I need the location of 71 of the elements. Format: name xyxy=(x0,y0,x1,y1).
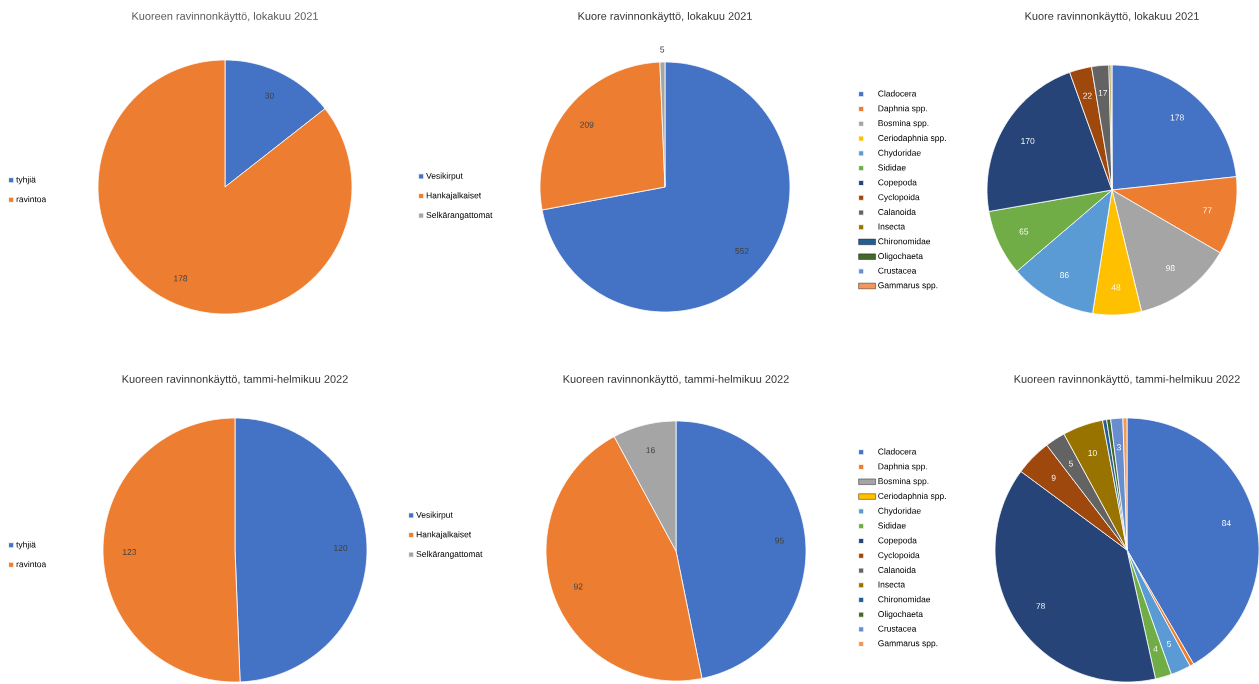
chart-title: Kuoreen ravinnonkäyttö, tammi-helmikuu 2022 xyxy=(563,374,789,386)
legend-label: Oligochaeta xyxy=(878,610,923,619)
data-label: 552 xyxy=(735,247,749,254)
legend-label: Chironomidae xyxy=(878,238,931,245)
data-label: 3 xyxy=(1116,444,1121,451)
legend-label: Crustacea xyxy=(878,625,917,632)
data-label: 178 xyxy=(174,275,188,282)
legend-label: Selkärangattomat xyxy=(416,550,483,559)
legend-label: Copepoda xyxy=(878,179,917,188)
chart-title: Kuoreen ravinnonkäyttö, tammi-helmikuu 2022 xyxy=(1014,374,1240,386)
legend-label: Hankajalkaiset xyxy=(426,192,482,201)
data-label: 9 xyxy=(1051,474,1056,481)
data-label: 30 xyxy=(265,92,274,99)
legend-label: Sididae xyxy=(878,164,906,171)
data-label: 170 xyxy=(1021,138,1035,145)
legend-label: tyhjiä xyxy=(16,176,36,185)
legend-label: Bosmina spp. xyxy=(878,477,929,486)
data-label: 123 xyxy=(123,549,137,556)
data-label: 10 xyxy=(1088,450,1097,457)
legend-label: Gammarus spp. xyxy=(878,282,938,290)
data-label: 65 xyxy=(1019,228,1029,235)
data-label: 17 xyxy=(1098,90,1108,96)
legend-label: Cladocera xyxy=(878,90,917,97)
data-label: 16 xyxy=(646,447,655,454)
legend-label: Cladocera xyxy=(878,448,917,455)
data-label: 5 xyxy=(660,46,665,53)
data-label: 98 xyxy=(1166,265,1175,272)
data-label: 86 xyxy=(1060,272,1069,279)
legend-label: Insecta xyxy=(878,223,906,230)
data-label: 77 xyxy=(1203,207,1212,214)
legend-label: Selkärangattomat xyxy=(426,211,493,220)
data-label: 95 xyxy=(775,537,784,544)
legend-label: Oligochaeta xyxy=(878,252,923,261)
legend-label: tyhjiä xyxy=(16,541,36,550)
legend-label: Crustacea xyxy=(878,267,917,274)
chart-title: Kuore ravinnonkäyttö, lokakuu 2021 xyxy=(578,11,752,23)
data-label: 4 xyxy=(1153,646,1158,652)
data-label: 5 xyxy=(1068,460,1073,467)
legend-label: Daphnia spp. xyxy=(878,105,927,114)
legend-label: Ceriodaphnia spp. xyxy=(878,134,946,143)
legend-label: Vesikirput xyxy=(426,172,463,181)
legend-label: Sididae xyxy=(878,522,906,529)
legend-label: Calanoida xyxy=(878,208,916,215)
legend-label: Copepoda xyxy=(878,537,917,546)
legend-label: Cyclopoida xyxy=(878,193,920,202)
legend-label: Chironomidae xyxy=(878,596,931,603)
data-label: 22 xyxy=(1083,92,1092,99)
chart-title: Kuore ravinnonkäyttö, lokakuu 2021 xyxy=(1025,11,1199,23)
data-label: 92 xyxy=(573,583,583,590)
legend-label: Insecta xyxy=(878,581,906,588)
legend-label: Bosmina spp. xyxy=(878,119,929,128)
chart-title: Kuoreen ravinnonkäyttö, lokakuu 2021 xyxy=(132,11,318,23)
chart-title: Kuoreen ravinnonkäyttö, tammi-helmikuu 2022 xyxy=(122,374,348,386)
data-label: 178 xyxy=(1170,114,1184,121)
data-label: 120 xyxy=(334,544,348,551)
legend-label: Daphnia spp. xyxy=(878,463,927,472)
legend-label: Cyclopoida xyxy=(878,551,920,560)
legend-label: Chydoridae xyxy=(878,507,921,516)
legend-label: Calanoida xyxy=(878,566,916,573)
data-label: 48 xyxy=(1111,284,1121,291)
data-label: 209 xyxy=(580,121,594,128)
legend-label: Ceriodaphnia spp. xyxy=(878,492,946,501)
data-label: 84 xyxy=(1222,520,1231,527)
data-label: 78 xyxy=(1036,603,1045,610)
data-label: 5 xyxy=(1166,641,1171,647)
legend-label: Chydoridae xyxy=(878,149,921,158)
legend-label: ravintoa xyxy=(16,195,47,203)
legend-label: ravintoa xyxy=(16,560,47,568)
legend-label: Gammarus spp. xyxy=(878,640,938,648)
legend-label: Hankajalkaiset xyxy=(416,531,472,540)
legend-label: Vesikirput xyxy=(416,511,453,520)
